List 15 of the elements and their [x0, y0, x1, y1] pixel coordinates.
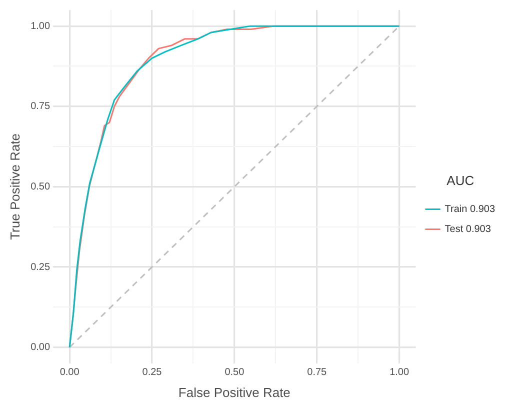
y-tick-label: 0.25 [30, 262, 50, 273]
y-tick-label: 0.00 [30, 342, 50, 354]
y-tick-label: 1.00 [30, 20, 50, 32]
x-tick-label: 1.00 [390, 367, 410, 378]
x-tick-label: 0.75 [307, 367, 328, 378]
x-tick-label: 0.50 [224, 367, 245, 378]
y-axis-title: True Positive Rate [7, 133, 22, 240]
legend-label: Train 0.903 [444, 204, 496, 216]
y-tick-label: 0.75 [30, 101, 50, 112]
legend-title: AUC [446, 172, 474, 188]
x-tick-label: 0.00 [60, 367, 80, 378]
x-tick-label: 0.25 [142, 367, 162, 378]
x-axis-title: False Positive Rate [178, 384, 290, 400]
y-tick-label: 0.50 [30, 181, 50, 192]
legend-label: Test 0.903 [444, 224, 492, 236]
